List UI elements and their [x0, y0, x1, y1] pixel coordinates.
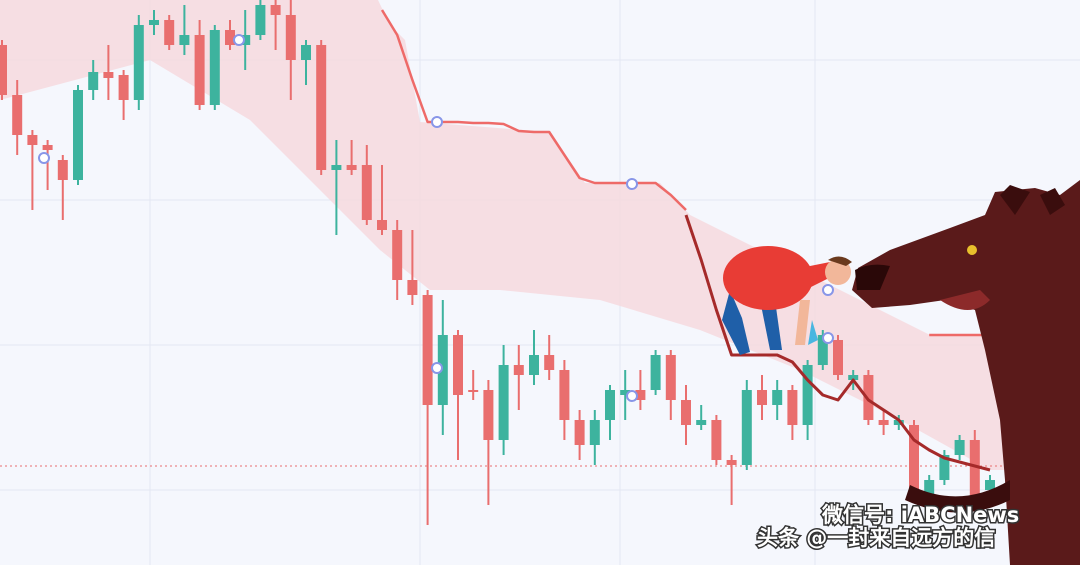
candle-body	[346, 165, 357, 170]
candle-body	[939, 455, 950, 480]
candle-body	[377, 220, 387, 230]
candle-body	[483, 390, 494, 440]
candle-body	[513, 365, 524, 375]
candle-body	[179, 35, 190, 45]
candle-body	[848, 375, 859, 380]
candle-body	[42, 145, 53, 150]
candle-body	[954, 440, 965, 455]
man-illustration	[722, 246, 852, 355]
candle-body	[893, 420, 904, 425]
candle-body	[833, 340, 843, 375]
candle-body	[133, 25, 144, 100]
candle-body	[772, 390, 783, 405]
candle-body	[544, 355, 555, 370]
candle-body	[681, 400, 691, 425]
candle-body	[57, 160, 68, 180]
candle-body	[392, 230, 403, 280]
candle-body	[741, 390, 752, 465]
candle-body	[27, 135, 38, 145]
candle-body	[270, 5, 281, 15]
candle-body	[635, 390, 646, 400]
candle-body	[194, 35, 205, 105]
candle-body	[103, 72, 114, 78]
candle-body	[12, 95, 23, 135]
candle-body	[301, 45, 311, 60]
candle-body	[422, 295, 433, 405]
wechat-watermark: 微信号: iABCNews	[821, 503, 1019, 527]
candle-body	[331, 165, 342, 170]
candle-body	[316, 45, 327, 170]
candle-body	[863, 375, 874, 420]
candle-body	[620, 390, 631, 395]
candle-body	[665, 355, 676, 400]
candle-body	[255, 5, 266, 35]
toutiao-watermark: 头条 @一封来自远方的信	[757, 526, 995, 550]
candle-body	[757, 390, 767, 405]
candle-body	[589, 420, 600, 445]
marks	[0, 0, 1080, 525]
candle-body	[878, 420, 889, 425]
candle-body	[118, 75, 129, 100]
candle-body	[787, 390, 798, 425]
candle-body	[802, 365, 813, 425]
candle-body	[711, 420, 722, 460]
candle-body	[650, 355, 661, 390]
candle-body	[468, 390, 479, 392]
candle-body	[726, 460, 737, 465]
candle-body	[453, 335, 463, 395]
candle-body	[605, 390, 615, 420]
candle-body	[985, 480, 995, 490]
candle-body	[574, 420, 585, 445]
bear-illustration	[852, 180, 1080, 565]
candle-body	[924, 480, 935, 495]
cloud	[0, 0, 1080, 470]
candle-body	[437, 335, 448, 405]
candle-body	[361, 165, 372, 220]
candle-body	[498, 365, 509, 440]
candle-body	[73, 90, 83, 180]
candle-body	[696, 420, 707, 425]
candle-body	[529, 355, 539, 375]
candle-body	[559, 370, 570, 420]
candle-body	[164, 20, 175, 45]
candle-body	[149, 20, 159, 25]
indicator-line	[684, 214, 991, 472]
candle-body	[909, 425, 919, 495]
candle-body	[240, 35, 251, 45]
candle-body	[0, 45, 7, 95]
candle-body	[285, 15, 296, 60]
markers	[38, 34, 834, 402]
candle-body	[225, 30, 235, 45]
candle-body	[817, 335, 828, 365]
candle-body	[407, 280, 418, 295]
candle-body	[88, 72, 99, 90]
candle-body	[209, 30, 220, 105]
